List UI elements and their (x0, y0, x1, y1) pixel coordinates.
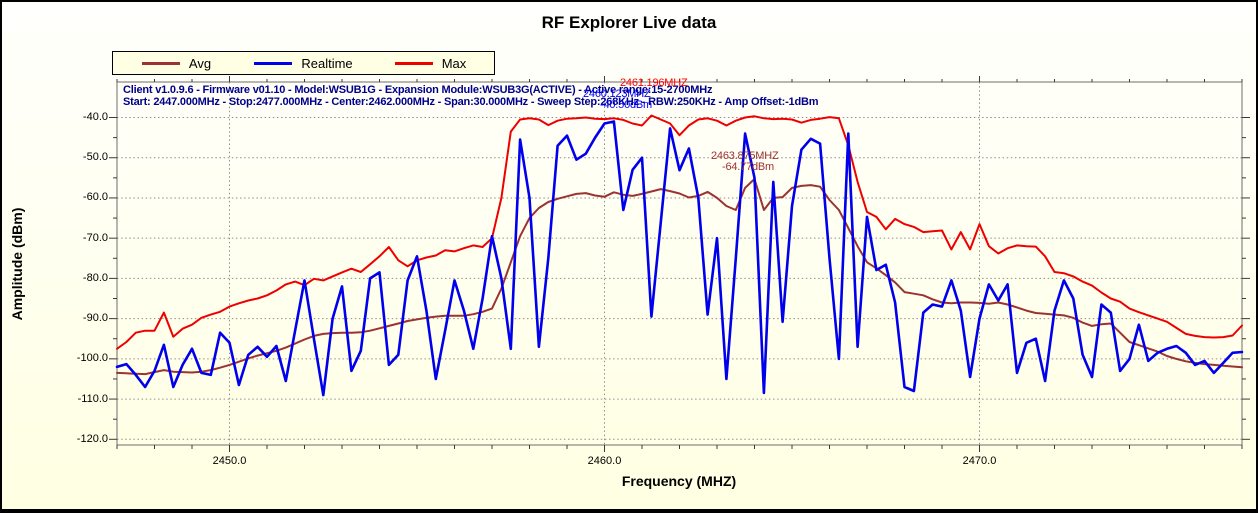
avg-peak-marker-amp: -64.77dBm (722, 161, 775, 173)
y-tick-label: -80.0 (82, 271, 108, 284)
x-tick-label: 2460.0 (587, 455, 622, 467)
x-tick-label: 2450.0 (212, 455, 247, 467)
y-tick-label: -60.0 (82, 191, 108, 204)
legend-label-realtime: Realtime (301, 55, 353, 71)
max-line-icon (394, 61, 433, 65)
y-tick-label: -70.0 (82, 231, 108, 244)
legend-label-avg: Avg (188, 55, 212, 71)
realtime-peak-marker-amp: -40.50dBm (600, 99, 653, 111)
y-tick-label: -120.0 (76, 432, 108, 445)
device-info-line1: Client v1.0.9.6 - Firmware v01.10 - Mode… (123, 84, 713, 96)
legend-item-max: Max (367, 56, 494, 71)
legend: Avg Realtime Max (112, 51, 495, 75)
x-tick-label: 2470.0 (962, 455, 997, 467)
legend-item-realtime: Realtime (240, 56, 367, 71)
y-tick-label: -40.0 (82, 111, 108, 123)
page-title: RF Explorer Live data (541, 13, 717, 32)
avg-peak-marker-freq: 2463.875MHZ (711, 150, 779, 162)
y-axis-title: Amplitude (dBm) (9, 207, 25, 321)
y-tick-label: -90.0 (82, 312, 108, 325)
y-tick-label: -100.0 (76, 352, 108, 365)
realtime-peak-marker-freq: 2460.123MHZ (583, 88, 651, 100)
device-info-line2: Start: 2447.000MHz - Stop:2477.000MHz - … (123, 96, 819, 108)
realtime-line-icon (254, 61, 293, 65)
legend-label-max: Max (441, 55, 467, 71)
x-axis-title: Frequency (MHZ) (621, 473, 737, 489)
avg-line-icon (141, 61, 180, 65)
max-peak-marker-label: 2461.196MHZ (620, 77, 688, 89)
legend-item-avg: Avg (113, 56, 240, 71)
y-tick-label: -110.0 (77, 392, 108, 405)
y-tick-label: -50.0 (82, 151, 108, 164)
